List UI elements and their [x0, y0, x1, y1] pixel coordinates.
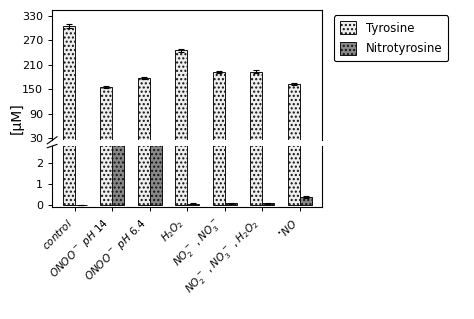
Bar — [300, 197, 312, 205]
Bar — [225, 203, 237, 205]
Bar — [150, 149, 162, 151]
Bar — [112, 149, 124, 151]
Bar — [213, 0, 225, 205]
Bar — [288, 0, 300, 205]
Bar — [63, 26, 75, 151]
Bar — [262, 203, 274, 205]
Bar — [150, 142, 162, 205]
Bar — [175, 0, 187, 205]
Bar — [112, 142, 124, 205]
Bar — [63, 0, 75, 205]
Bar — [138, 0, 150, 205]
Bar — [138, 78, 150, 151]
Bar — [288, 84, 300, 151]
Bar — [100, 87, 112, 151]
Text: [μM]: [μM] — [9, 102, 24, 134]
Legend: Tyrosine, Nitrotyrosine: Tyrosine, Nitrotyrosine — [334, 16, 448, 61]
Bar — [213, 72, 225, 151]
Bar — [187, 204, 199, 205]
Bar — [100, 0, 112, 205]
Bar — [250, 72, 262, 151]
Bar — [175, 50, 187, 151]
Bar — [250, 0, 262, 205]
